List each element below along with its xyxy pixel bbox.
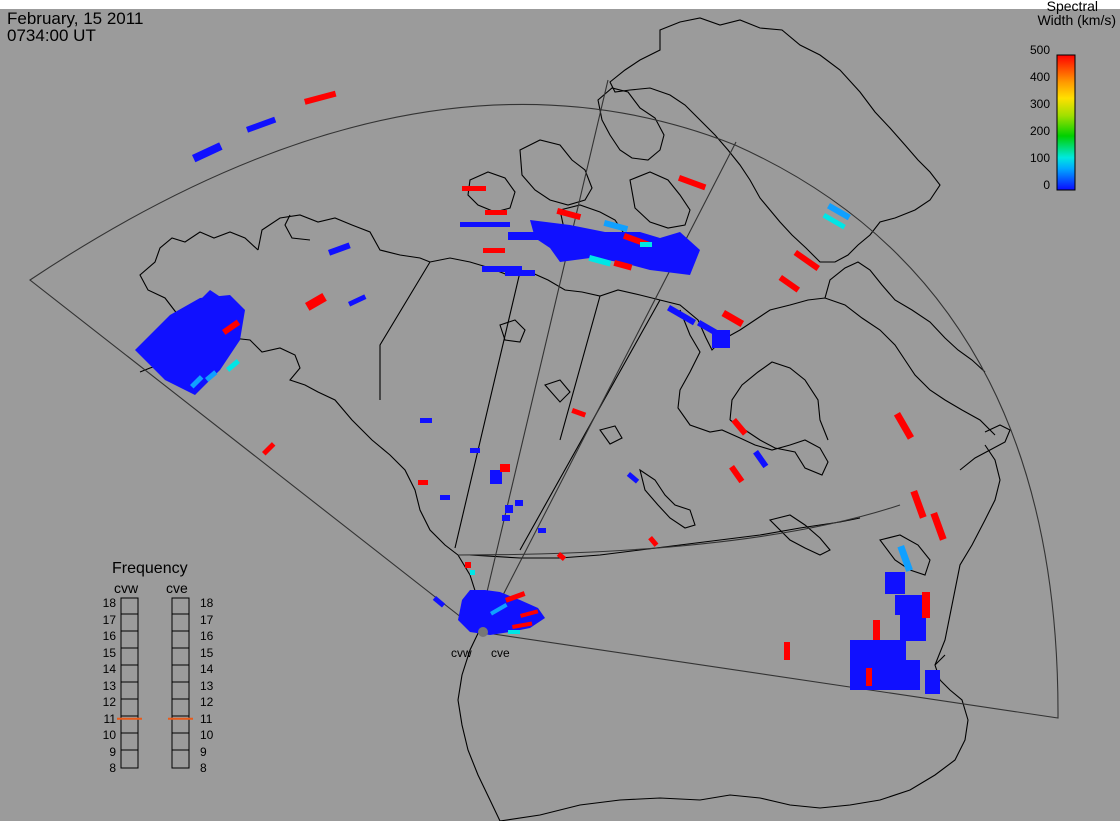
frequency-tick-right: 15 [200, 645, 214, 660]
colorbar-tick: 100 [1029, 151, 1050, 165]
frequency-tick-left: 18 [102, 596, 116, 610]
time-label: 0734:00 UT [7, 26, 96, 45]
frequency-tick-right: 12 [200, 695, 214, 709]
frequency-radar-label-cve: cve [166, 580, 188, 596]
frequency-tick-right: 11 [200, 711, 213, 726]
colorbar-title: Spectral [1046, 0, 1098, 14]
frequency-radar-label-cvw: cvw [114, 580, 139, 596]
frequency-tick-right: 9 [200, 744, 207, 759]
colorbar-tick: 500 [1029, 43, 1050, 57]
date-label: February, 15 2011 [7, 9, 144, 28]
radar-fov-outline [29, 79, 1059, 719]
radar-label-cve: cve [491, 646, 510, 660]
frequency-tick-left: 17 [102, 612, 116, 627]
frequency-tick-left: 15 [102, 645, 116, 660]
frequency-tick-left: 14 [102, 662, 116, 676]
top-banner [0, 0, 1120, 9]
colorbar [1056, 54, 1076, 191]
frequency-tick-right: 17 [200, 612, 214, 627]
frequency-tick-left: 16 [102, 629, 116, 643]
radar-label-cvw: cvw [451, 646, 472, 660]
colorbar-tick: 400 [1029, 70, 1050, 84]
frequency-title: Frequency [112, 560, 188, 577]
frequency-tick-left: 9 [109, 744, 116, 759]
colorbar-tick: 300 [1029, 97, 1050, 111]
frequency-tick-left: 12 [102, 695, 116, 709]
frequency-tick-right: 13 [200, 678, 214, 693]
echo-cells [135, 90, 947, 694]
colorbar-tick: 0 [1043, 178, 1050, 192]
frequency-tick-left: 8 [109, 761, 116, 775]
frequency-tick-right: 16 [200, 629, 214, 643]
frequency-tick-left: 13 [102, 678, 116, 693]
frequency-tick-right: 14 [200, 662, 214, 676]
colorbar-tick: 200 [1029, 124, 1050, 138]
colorbar-units: Width (km/s) [1037, 12, 1116, 28]
frequency-tick-left: 11 [103, 711, 116, 726]
frequency-boxes [120, 597, 190, 769]
frequency-tick-right: 10 [200, 728, 214, 742]
coastlines [139, 17, 1011, 821]
frequency-tick-right: 8 [200, 761, 207, 775]
frequency-tick-left: 10 [102, 728, 116, 742]
frequency-tick-right: 18 [200, 596, 214, 610]
